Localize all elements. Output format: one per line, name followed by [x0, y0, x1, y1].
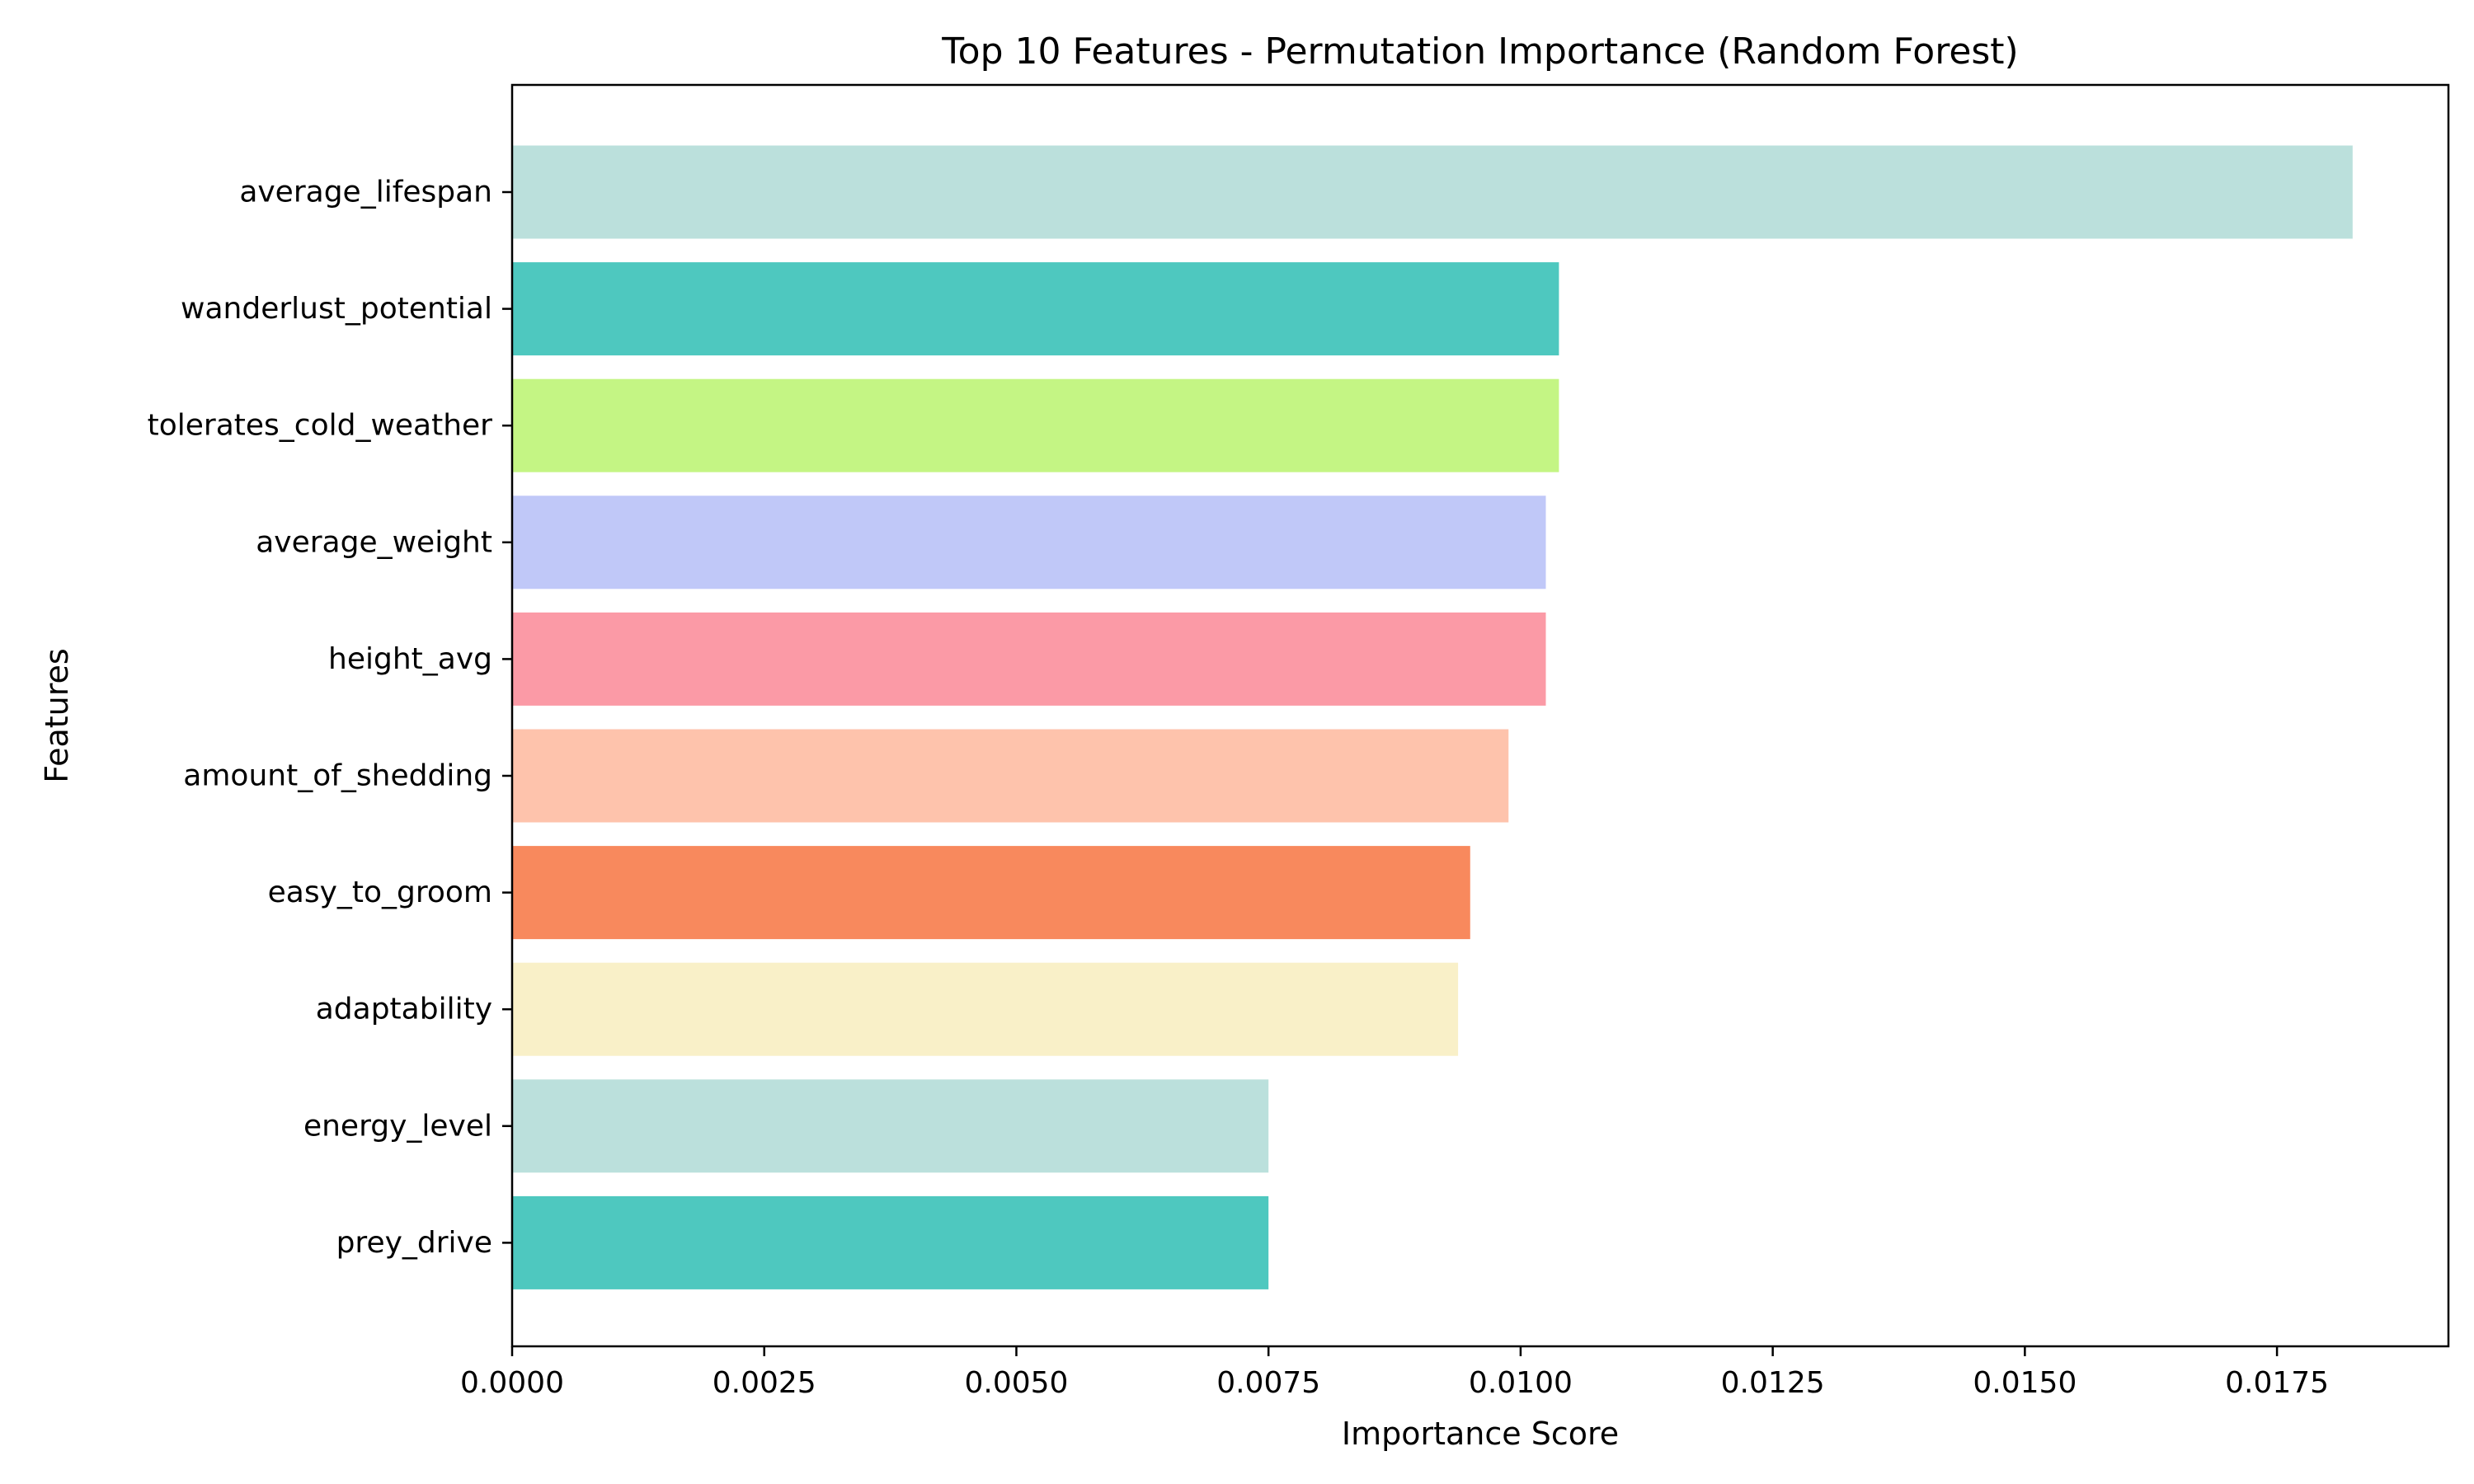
bar-prey-drive: [512, 1195, 1269, 1289]
x-axis: 0.0000 0.0025 0.0050 0.0075 0.0100 0.0125 0.01…: [460, 1346, 2329, 1400]
y-tick-label-height-avg: height_avg: [328, 642, 492, 676]
bar-wanderlust-potential: [512, 262, 1559, 356]
bar-adaptability: [512, 962, 1459, 1056]
plot-frame: [510, 83, 2450, 1348]
x-tick-label: 0.0125: [1721, 1366, 1825, 1400]
bar-height-avg: [512, 612, 1546, 706]
x-tick-label: 0.0100: [1469, 1366, 1573, 1400]
x-tick-label: 0.0000: [460, 1366, 564, 1400]
bar-energy-level: [512, 1079, 1269, 1173]
bar-average-lifespan: [512, 145, 2353, 239]
y-tick-label-amount-of-shedding: amount_of_shedding: [183, 759, 492, 793]
y-axis: average_lifespan wanderlust_potentialtole…: [148, 176, 512, 1260]
x-tick-label: 0.0050: [964, 1366, 1068, 1400]
x-tick-label: 0.0150: [1973, 1366, 2077, 1400]
y-tick-label-adaptability: adaptability: [316, 993, 492, 1026]
x-tick-label: 0.0075: [1216, 1366, 1320, 1400]
y-tick-label-prey-drive: prey_drive: [336, 1226, 492, 1260]
y-tick-label-easy-to-groom: easy_to_groom: [268, 876, 492, 909]
y-axis-label: Features: [39, 648, 75, 782]
bar-amount-of-shedding: [512, 729, 1509, 823]
bar-tolerates-cold-weather: [512, 378, 1559, 472]
x-tick-label: 0.0175: [2225, 1366, 2329, 1400]
y-tick-label-tolerates-cold-weather: tolerates_cold_weather: [148, 409, 493, 443]
y-tick-label-wanderlust-potential: wanderlust_potential: [181, 292, 492, 326]
x-tick-label: 0.0025: [713, 1366, 816, 1400]
bars-group: [512, 145, 2353, 1289]
y-tick-label-average-lifespan: average_lifespan: [239, 176, 492, 209]
x-axis-label: Importance Score: [1342, 1416, 1619, 1452]
y-tick-label-average-weight: average_weight: [256, 525, 492, 559]
chart-title: Top 10 Features - Permutation Importance…: [941, 31, 2018, 73]
bar-average-weight: [512, 495, 1546, 589]
y-tick-label-energy-level: energy_level: [303, 1109, 492, 1143]
bar-easy-to-groom: [512, 846, 1470, 940]
